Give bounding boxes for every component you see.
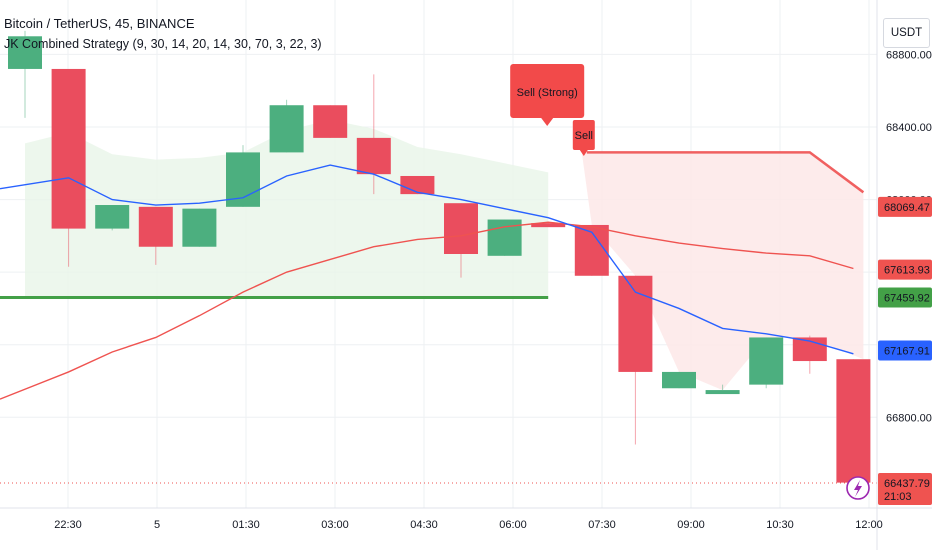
candle-body bbox=[705, 390, 740, 395]
candle-body bbox=[8, 36, 42, 69]
candle-body bbox=[356, 137, 391, 175]
price-badge-bg bbox=[878, 259, 932, 280]
time-tick-label: 12:00 bbox=[855, 519, 883, 531]
signal-label: Sell (Strong) bbox=[510, 64, 585, 126]
sell-zone bbox=[581, 152, 864, 391]
time-tick-label: 09:00 bbox=[677, 519, 705, 531]
candle-body bbox=[51, 68, 86, 229]
time-tick-label: 10:30 bbox=[766, 519, 794, 531]
signal-box bbox=[572, 120, 595, 150]
price-badge-bg bbox=[878, 340, 932, 361]
candle-body bbox=[662, 371, 696, 389]
candle bbox=[51, 68, 86, 267]
candle-body bbox=[138, 206, 173, 247]
candle bbox=[531, 223, 566, 228]
price-badge-text: 66437.79 bbox=[884, 478, 930, 490]
price-badge-text: 67167.91 bbox=[884, 346, 930, 358]
price-badge: 67613.93 bbox=[878, 259, 932, 280]
candle-body bbox=[836, 359, 871, 483]
price-badge-bg bbox=[878, 472, 932, 505]
candle-body bbox=[400, 175, 435, 195]
price-badge: 67167.91 bbox=[878, 340, 932, 361]
ema-fast-line bbox=[0, 164, 854, 355]
candle bbox=[574, 224, 609, 276]
price-badge-text: 68069.47 bbox=[884, 202, 930, 214]
price-tick-label: 68800.00 bbox=[886, 49, 932, 61]
candle-body bbox=[182, 208, 217, 247]
candle-body bbox=[574, 224, 609, 276]
candle-body bbox=[444, 203, 478, 254]
chart-legend: Bitcoin / TetherUS, 45, BINANCE JK Combi… bbox=[4, 14, 322, 54]
price-badge: 68069.47 bbox=[878, 196, 932, 217]
time-tick-label: 07:30 bbox=[588, 519, 616, 531]
candle bbox=[400, 175, 435, 195]
candle-body bbox=[95, 205, 130, 229]
signal-text: Sell (Strong) bbox=[517, 87, 578, 99]
time-tick-label: 01:30 bbox=[232, 519, 260, 531]
time-tick-label: 06:00 bbox=[499, 519, 527, 531]
candle bbox=[705, 384, 740, 395]
indicator-title[interactable]: JK Combined Strategy (9, 30, 14, 20, 14,… bbox=[4, 37, 322, 51]
price-tick-label: 68400.00 bbox=[886, 122, 932, 134]
price-tick-label: 66800.00 bbox=[886, 412, 932, 424]
ema-slow-line bbox=[0, 221, 854, 400]
candle bbox=[662, 371, 696, 389]
currency-button[interactable]: USDT bbox=[883, 18, 930, 48]
candle bbox=[8, 30, 42, 118]
candle-body bbox=[531, 223, 566, 228]
candle bbox=[95, 205, 130, 231]
price-badge-text: 67459.92 bbox=[884, 293, 930, 305]
candle bbox=[444, 203, 478, 278]
sell-target-line bbox=[586, 151, 865, 194]
candle-body bbox=[269, 105, 304, 153]
time-tick-label: 22:30 bbox=[54, 519, 82, 531]
candle bbox=[138, 206, 173, 265]
signal-box bbox=[510, 64, 585, 118]
candle bbox=[313, 105, 348, 138]
signal-pointer bbox=[541, 118, 554, 126]
price-badge-bg bbox=[878, 287, 932, 308]
price-badge: 67459.92 bbox=[878, 287, 932, 308]
price-badge-text: 67613.93 bbox=[884, 265, 930, 277]
signal-pointer bbox=[579, 150, 588, 156]
price-badge-time: 21:03 bbox=[884, 491, 912, 503]
candle bbox=[182, 208, 217, 247]
candle-body bbox=[618, 275, 653, 372]
candle bbox=[749, 337, 784, 389]
candle bbox=[269, 99, 304, 153]
time-tick-label: 04:30 bbox=[410, 519, 438, 531]
time-tick-label: 5 bbox=[154, 519, 160, 531]
lightning-icon[interactable] bbox=[846, 476, 870, 500]
signal-text: Sell bbox=[575, 130, 593, 142]
candle bbox=[836, 359, 871, 483]
candle bbox=[618, 275, 653, 445]
symbol-title: Bitcoin / TetherUS, 45, BINANCE bbox=[4, 16, 195, 31]
candle bbox=[356, 74, 391, 195]
signal-label: Sell bbox=[572, 120, 595, 156]
candle-body bbox=[749, 337, 784, 385]
candle-body bbox=[313, 105, 348, 138]
time-tick-label: 03:00 bbox=[321, 519, 349, 531]
price-badge-bg bbox=[878, 196, 932, 217]
